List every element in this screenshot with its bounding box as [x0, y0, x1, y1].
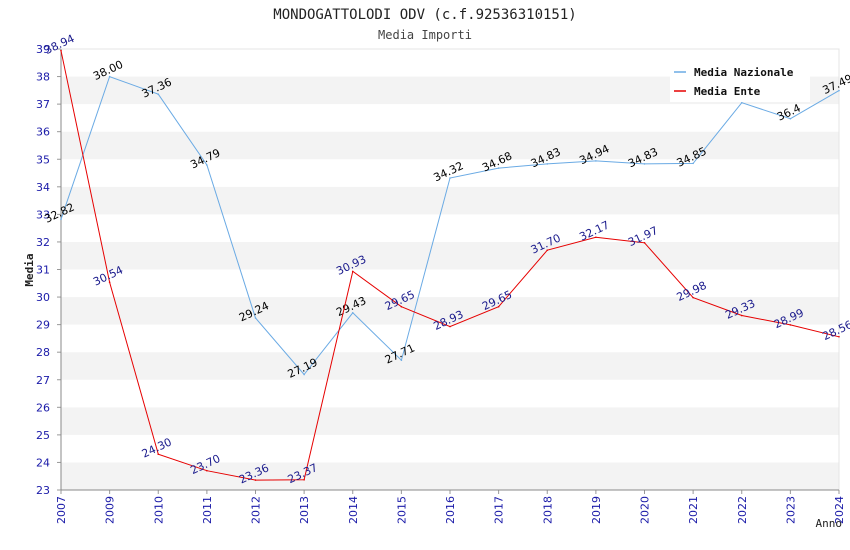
x-tick-label: 2012 — [250, 496, 263, 524]
x-tick-label: 2009 — [104, 496, 117, 524]
data-point — [497, 305, 500, 308]
data-point — [643, 241, 646, 244]
data-point — [546, 163, 549, 165]
data-point — [254, 317, 257, 319]
grid-band — [61, 186, 839, 215]
data-point — [108, 75, 111, 78]
y-tick-label: 36 — [36, 126, 50, 139]
data-point — [60, 49, 62, 52]
y-tick-label: 30 — [36, 291, 50, 304]
data-point — [692, 162, 694, 165]
x-axis-label: Anno — [816, 517, 843, 530]
x-tick-label: 2007 — [55, 496, 68, 524]
x-tick-label: 2011 — [201, 496, 214, 524]
data-point — [789, 117, 792, 120]
y-tick-label: 26 — [36, 401, 50, 414]
data-point — [351, 311, 354, 314]
y-tick-label: 38 — [36, 71, 50, 84]
data-point — [595, 160, 597, 162]
legend-background — [670, 60, 810, 102]
y-tick-label: 29 — [36, 319, 50, 332]
x-tick-label: 2017 — [493, 496, 506, 524]
data-point — [643, 163, 646, 165]
y-tick-label: 23 — [36, 484, 50, 497]
data-point — [206, 164, 208, 166]
y-tick-label: 31 — [36, 264, 50, 277]
grid-band — [61, 104, 839, 132]
y-tick-label: 28 — [36, 346, 50, 359]
data-point — [157, 93, 160, 96]
data-point — [206, 469, 208, 472]
chart-title: MONDOGATTOLODI ODV (c.f.92536310151) — [273, 7, 576, 23]
grid-band — [61, 407, 839, 435]
data-point — [254, 479, 257, 481]
data-point — [303, 373, 305, 376]
data-point — [497, 167, 500, 169]
grid-band — [61, 269, 839, 298]
y-axis-label: Media — [23, 253, 36, 286]
data-point — [740, 101, 743, 104]
y-tick-label: 27 — [36, 374, 50, 387]
x-tick-label: 2014 — [347, 496, 360, 524]
y-tick-label: 33 — [36, 208, 50, 221]
data-point — [789, 324, 792, 326]
grid-band — [61, 159, 839, 187]
grid-band — [61, 379, 839, 408]
legend-entry-media-nazionale: Media Nazionale — [694, 66, 794, 79]
y-axis-ticks: 23 24 25 26 27 28 29 30 31 32 33 34 35 36 37 38 39 — [36, 43, 61, 497]
x-tick-label: 2018 — [541, 496, 554, 524]
x-tick-label: 2021 — [687, 496, 700, 524]
y-tick-label: 24 — [36, 456, 50, 469]
grid-band — [61, 297, 839, 325]
grid-band — [61, 241, 839, 270]
data-point — [400, 359, 403, 361]
data-point — [449, 325, 451, 328]
x-tick-label: 2022 — [736, 496, 749, 524]
x-tick-label: 2016 — [444, 496, 457, 524]
x-tick-label: 2015 — [395, 496, 408, 524]
data-point — [692, 296, 694, 299]
x-tick-label: 2020 — [639, 496, 652, 524]
data-point — [838, 335, 840, 338]
data-point — [449, 177, 451, 179]
legend: Media Nazionale Media Ente — [670, 60, 810, 102]
x-tick-label: 2023 — [784, 496, 797, 524]
x-tick-label: 2013 — [298, 496, 311, 524]
grid-band — [61, 352, 839, 380]
data-point — [303, 479, 305, 481]
grid-band — [61, 214, 839, 242]
grid-band — [61, 324, 839, 353]
x-axis-ticks: 2007 2009 2010 2011 2012 2013 2014 2015 2016 2017… — [55, 490, 846, 524]
x-tick-label: 2019 — [590, 496, 603, 524]
x-tick-label: 2024 — [833, 496, 846, 524]
data-point — [546, 249, 549, 252]
y-tick-label: 25 — [36, 429, 50, 442]
data-point — [60, 218, 62, 221]
data-point — [740, 314, 743, 317]
y-tick-label: 35 — [36, 153, 50, 166]
chart-subtitle: Media Importi — [378, 28, 472, 42]
legend-entry-media-ente: Media Ente — [694, 85, 761, 98]
data-point — [400, 305, 403, 308]
data-point — [157, 453, 160, 455]
grid-bands — [60, 48, 840, 491]
y-tick-label: 34 — [36, 181, 50, 194]
data-point — [351, 270, 354, 273]
grid-band — [61, 434, 839, 463]
y-tick-label: 39 — [36, 43, 50, 56]
data-point — [108, 281, 111, 283]
data-point — [595, 236, 597, 239]
x-tick-label: 2010 — [152, 496, 165, 524]
y-tick-label: 37 — [36, 98, 50, 111]
data-point — [838, 89, 840, 92]
grid-band — [61, 131, 839, 160]
y-tick-label: 32 — [36, 236, 50, 249]
grid-band — [61, 462, 839, 490]
